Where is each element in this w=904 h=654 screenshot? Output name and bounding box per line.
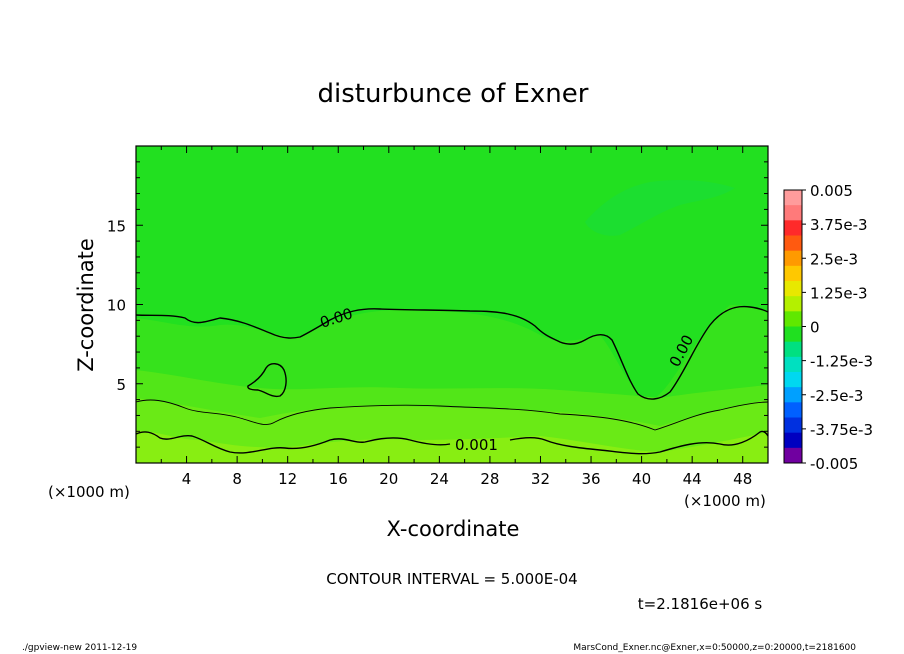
time-text: t=2.1816e+06 s <box>638 595 763 613</box>
colorbar-segment <box>784 326 802 343</box>
contour-interval-text: CONTOUR INTERVAL = 5.000E-04 <box>326 570 577 588</box>
field-band-bottom <box>136 430 768 463</box>
colorbar-segment <box>784 265 802 282</box>
colorbar-segment <box>784 341 802 358</box>
x-tick-label: 16 <box>329 470 348 488</box>
x-tick-label: 48 <box>733 470 752 488</box>
colorbar-ticks <box>802 189 806 464</box>
colorbar-label: 2.5e-3 <box>810 250 858 268</box>
plot-area: 0.00 0.00 0.001 <box>135 145 769 464</box>
colorbar-segment <box>784 311 802 327</box>
y-tick-labels: 5 10 15 <box>107 217 126 394</box>
colorbar-segment <box>784 372 802 388</box>
chart-title: disturbunce of Exner <box>318 79 589 109</box>
contour-line-thin <box>135 399 769 431</box>
colorbar-segment <box>784 432 802 449</box>
colorbar-label: 0 <box>810 319 820 337</box>
x-tick-label: 40 <box>632 470 651 488</box>
colorbar-segment <box>784 205 802 221</box>
colorbar-segment <box>784 447 802 464</box>
colorbar: 0.005 3.75e-3 2.5e-3 1.25e-3 0 -1.25e-3 … <box>783 182 873 473</box>
colorbar-segment <box>784 387 802 403</box>
x-tick-labels: 4 8 12 16 20 24 28 32 36 40 44 48 <box>182 470 752 488</box>
y-axis-label: Z-coordinate <box>74 238 98 372</box>
x-tick-label: 28 <box>480 470 499 488</box>
colorbar-segment <box>784 190 802 206</box>
colorbar-label: 1.25e-3 <box>810 284 868 302</box>
y-tick-label: 5 <box>116 376 126 394</box>
x-unit-right: (×1000 m) <box>684 492 766 510</box>
colorbar-label: -3.75e-3 <box>810 421 873 439</box>
colorbar-label: -0.005 <box>810 455 858 473</box>
axis-ticks <box>135 145 769 464</box>
contour-label-3: 0.001 <box>455 436 498 454</box>
x-tick-label: 12 <box>278 470 297 488</box>
x-tick-label: 44 <box>683 470 702 488</box>
colorbar-label: -1.25e-3 <box>810 353 873 371</box>
x-axis-label: X-coordinate <box>387 517 520 541</box>
contour-line-0001 <box>135 430 769 455</box>
footer-program: ./gpview-new 2011-12-19 <box>22 643 137 653</box>
colorbar-label: 3.75e-3 <box>810 216 868 234</box>
colorbar-segment <box>784 296 802 312</box>
colorbar-segment <box>784 281 802 297</box>
colorbar-segments <box>784 190 802 464</box>
x-tick-label: 8 <box>232 470 242 488</box>
x-tick-label: 32 <box>531 470 550 488</box>
x-unit-left: (×1000 m) <box>48 483 130 501</box>
y-tick-label: 10 <box>107 297 126 315</box>
colorbar-segment <box>784 235 802 252</box>
colorbar-label: -2.5e-3 <box>810 387 863 405</box>
footer-source: MarsCond_Exner.nc@Exner,x=0:50000,z=0:20… <box>573 643 856 653</box>
colorbar-labels: 0.005 3.75e-3 2.5e-3 1.25e-3 0 -1.25e-3 … <box>810 182 873 473</box>
x-tick-label: 24 <box>430 470 449 488</box>
contour-line-closed <box>247 363 287 398</box>
x-tick-label: 20 <box>379 470 398 488</box>
colorbar-segment <box>784 417 802 434</box>
colorbar-segment <box>784 402 802 418</box>
x-tick-label: 4 <box>182 470 192 488</box>
y-tick-label: 15 <box>107 217 126 235</box>
colorbar-segment <box>784 220 802 236</box>
x-tick-label: 36 <box>581 470 600 488</box>
colorbar-segment <box>784 250 802 267</box>
colorbar-segment <box>784 356 802 373</box>
colorbar-label: 0.005 <box>810 182 853 200</box>
contour-line-zero <box>135 305 769 400</box>
field-cool-patch <box>585 180 735 236</box>
